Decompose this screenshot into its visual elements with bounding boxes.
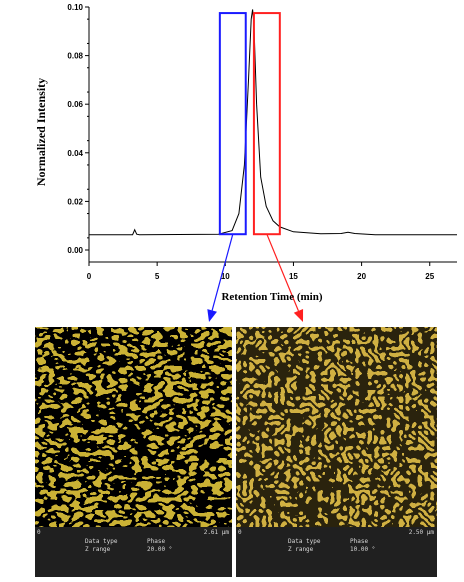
- phase-features-left: [35, 327, 232, 527]
- scale-left: 2.61 µm: [203, 529, 229, 536]
- y-tick-label: 0.06: [67, 100, 83, 109]
- blue-arrow: [207, 234, 234, 322]
- z-range-value-right: 10.00 °: [350, 546, 376, 553]
- blue-selection-box: [218, 12, 247, 236]
- y-tick-label: 0.08: [67, 52, 83, 61]
- scale-right: 2.50 µm: [408, 529, 434, 536]
- data-type-value-right: Phase: [350, 538, 369, 545]
- y-axis-title: Normalized Intensity: [34, 78, 48, 186]
- image-info-bar-right: 0 2.50 µm Data type Phase Z range 10.00 …: [236, 527, 437, 577]
- x-tick-label: 25: [425, 272, 434, 281]
- chart-axes: [88, 7, 457, 263]
- z-range-value-left: 20.00 °: [147, 546, 173, 553]
- image-info-bar-left: 0 2.61 µm Data type Phase Z range 20.00 …: [35, 527, 232, 577]
- x-tick-label: 20: [357, 272, 366, 281]
- y-tick-labels: 0.00 0.02 0.04 0.06 0.08 0.10: [67, 3, 89, 255]
- chromatogram-line: [89, 9, 457, 236]
- phase-image-panel-right: 0 2.50 µm Data type Phase Z range 10.00 …: [236, 327, 437, 577]
- x-tick-label: 0: [87, 272, 92, 281]
- x-axis-title: Retention Time (min): [221, 291, 322, 303]
- region-arrows: [207, 233, 304, 322]
- x-tick-label: 5: [155, 272, 160, 281]
- y-tick-label: 0.04: [67, 149, 83, 158]
- phase-image-left: [35, 327, 232, 527]
- data-type-value-left: Phase: [147, 538, 166, 545]
- z-range-label-left: Z range: [85, 546, 111, 553]
- y-tick-label: 0.10: [67, 3, 83, 12]
- x-tick-label: 10: [221, 272, 230, 281]
- data-type-label-right: Data type: [288, 538, 321, 545]
- phase-image-panel-left: 0 2.61 µm Data type Phase Z range 20.00 …: [35, 327, 232, 577]
- red-arrow: [266, 233, 304, 322]
- y-tick-label: 0.00: [67, 246, 83, 255]
- z-range-label-right: Z range: [288, 546, 314, 553]
- x-tick-label: 15: [289, 272, 298, 281]
- phase-features-right: [236, 327, 437, 527]
- phase-image-right: [236, 327, 437, 527]
- info-zero-left: 0: [37, 529, 41, 536]
- info-zero-right: 0: [238, 529, 242, 536]
- x-tick-labels: 0 5 10 15 20 25: [87, 262, 435, 281]
- data-type-label-left: Data type: [85, 538, 118, 545]
- y-tick-label: 0.02: [67, 197, 83, 206]
- chromatogram-chart: 0.00 0.02 0.04 0.06 0.08 0.10 0 5 10 15 20 25 Rete…: [34, 3, 457, 322]
